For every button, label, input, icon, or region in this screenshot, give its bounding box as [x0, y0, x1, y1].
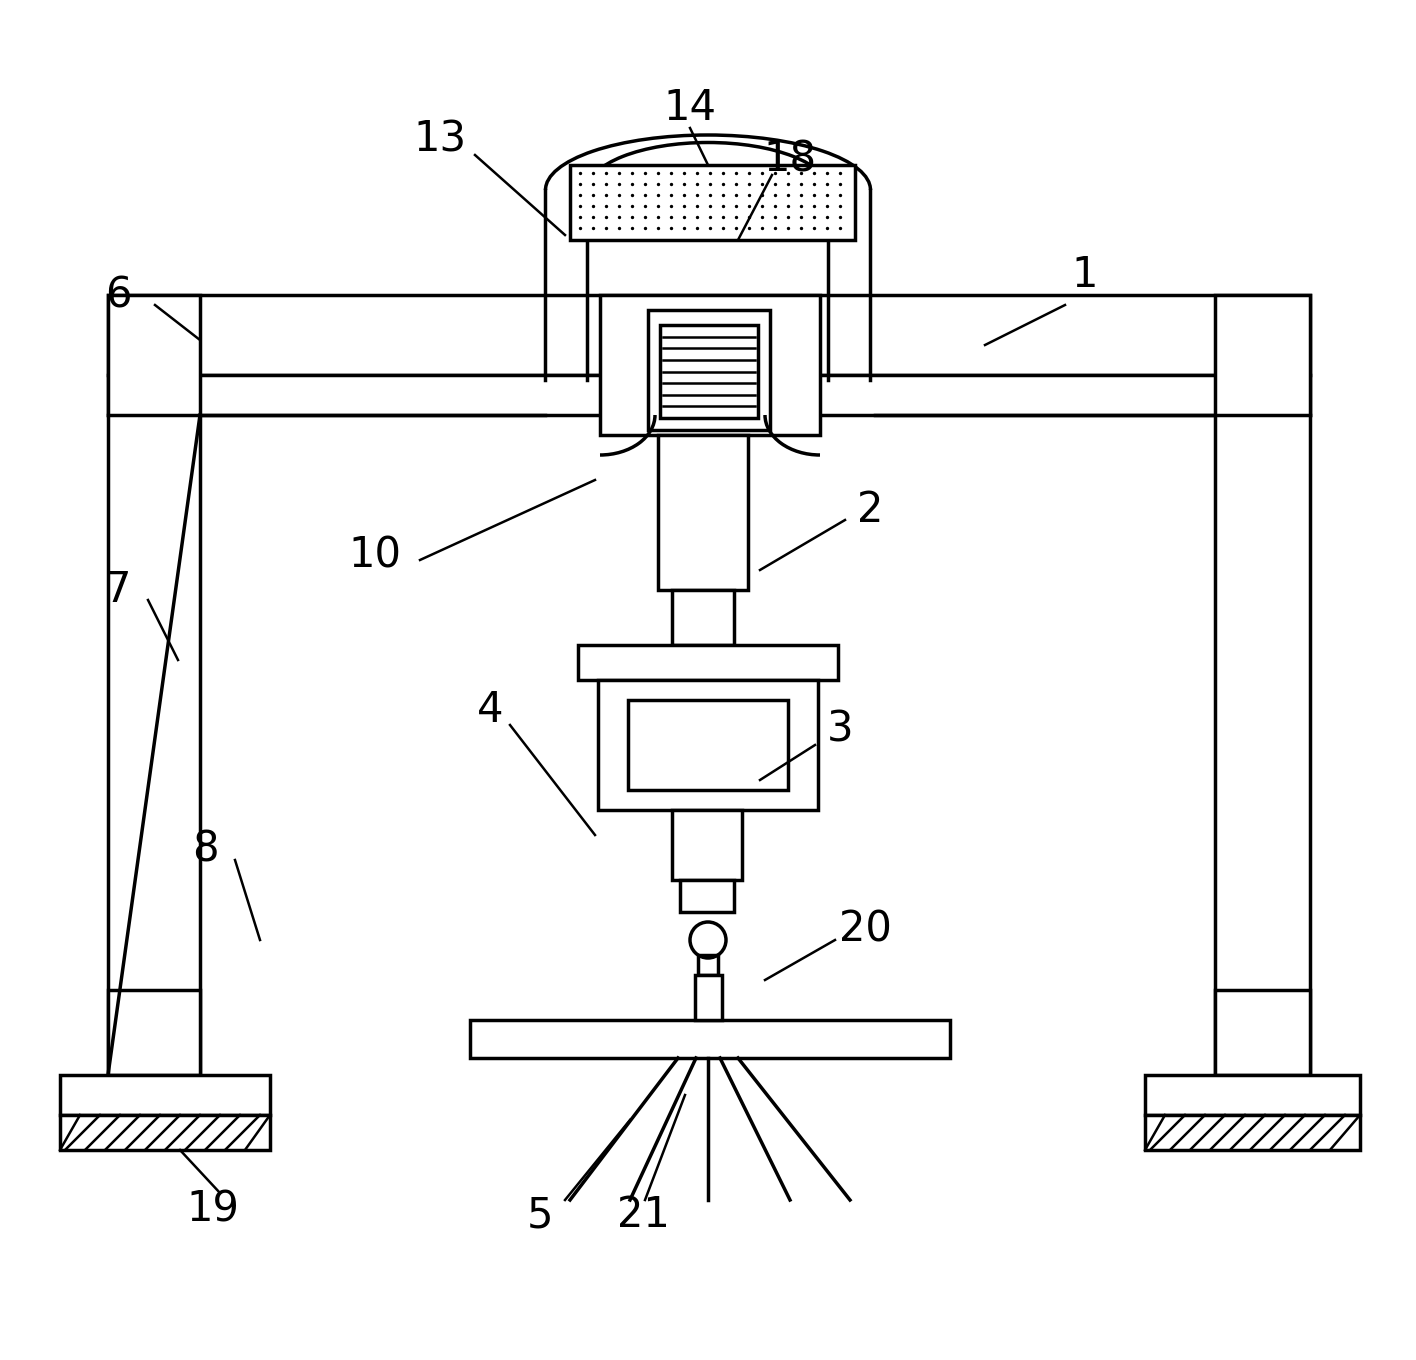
- Bar: [578, 645, 838, 680]
- Bar: [698, 955, 718, 975]
- Bar: [59, 1115, 270, 1151]
- Text: 18: 18: [763, 139, 817, 181]
- Bar: [673, 811, 742, 880]
- Bar: [1146, 1074, 1359, 1115]
- Text: 2: 2: [857, 490, 884, 530]
- Bar: [658, 435, 748, 590]
- Bar: [108, 990, 200, 1074]
- Bar: [600, 295, 820, 435]
- Bar: [695, 975, 722, 1020]
- Bar: [1146, 1115, 1359, 1151]
- Bar: [673, 590, 733, 645]
- Bar: [108, 295, 1310, 375]
- Text: 7: 7: [105, 568, 132, 611]
- Bar: [649, 310, 770, 430]
- Bar: [1215, 990, 1310, 1074]
- Text: 4: 4: [477, 690, 503, 732]
- Text: 3: 3: [827, 709, 854, 751]
- Bar: [680, 880, 733, 913]
- Bar: [59, 1074, 270, 1115]
- Bar: [108, 375, 1310, 415]
- Bar: [598, 680, 818, 811]
- Text: 1: 1: [1072, 254, 1099, 296]
- Bar: [1215, 295, 1310, 1074]
- Text: 21: 21: [616, 1194, 670, 1236]
- Text: 20: 20: [838, 908, 892, 951]
- Bar: [629, 700, 787, 790]
- Text: 13: 13: [413, 120, 466, 160]
- Bar: [470, 1020, 950, 1058]
- Text: 19: 19: [187, 1189, 239, 1231]
- Text: 8: 8: [191, 830, 218, 870]
- Bar: [571, 165, 855, 239]
- Text: 10: 10: [348, 534, 402, 577]
- Text: 6: 6: [105, 273, 132, 316]
- Text: 5: 5: [527, 1194, 554, 1236]
- Bar: [108, 295, 200, 1074]
- Text: 14: 14: [664, 87, 716, 129]
- Bar: [660, 325, 758, 418]
